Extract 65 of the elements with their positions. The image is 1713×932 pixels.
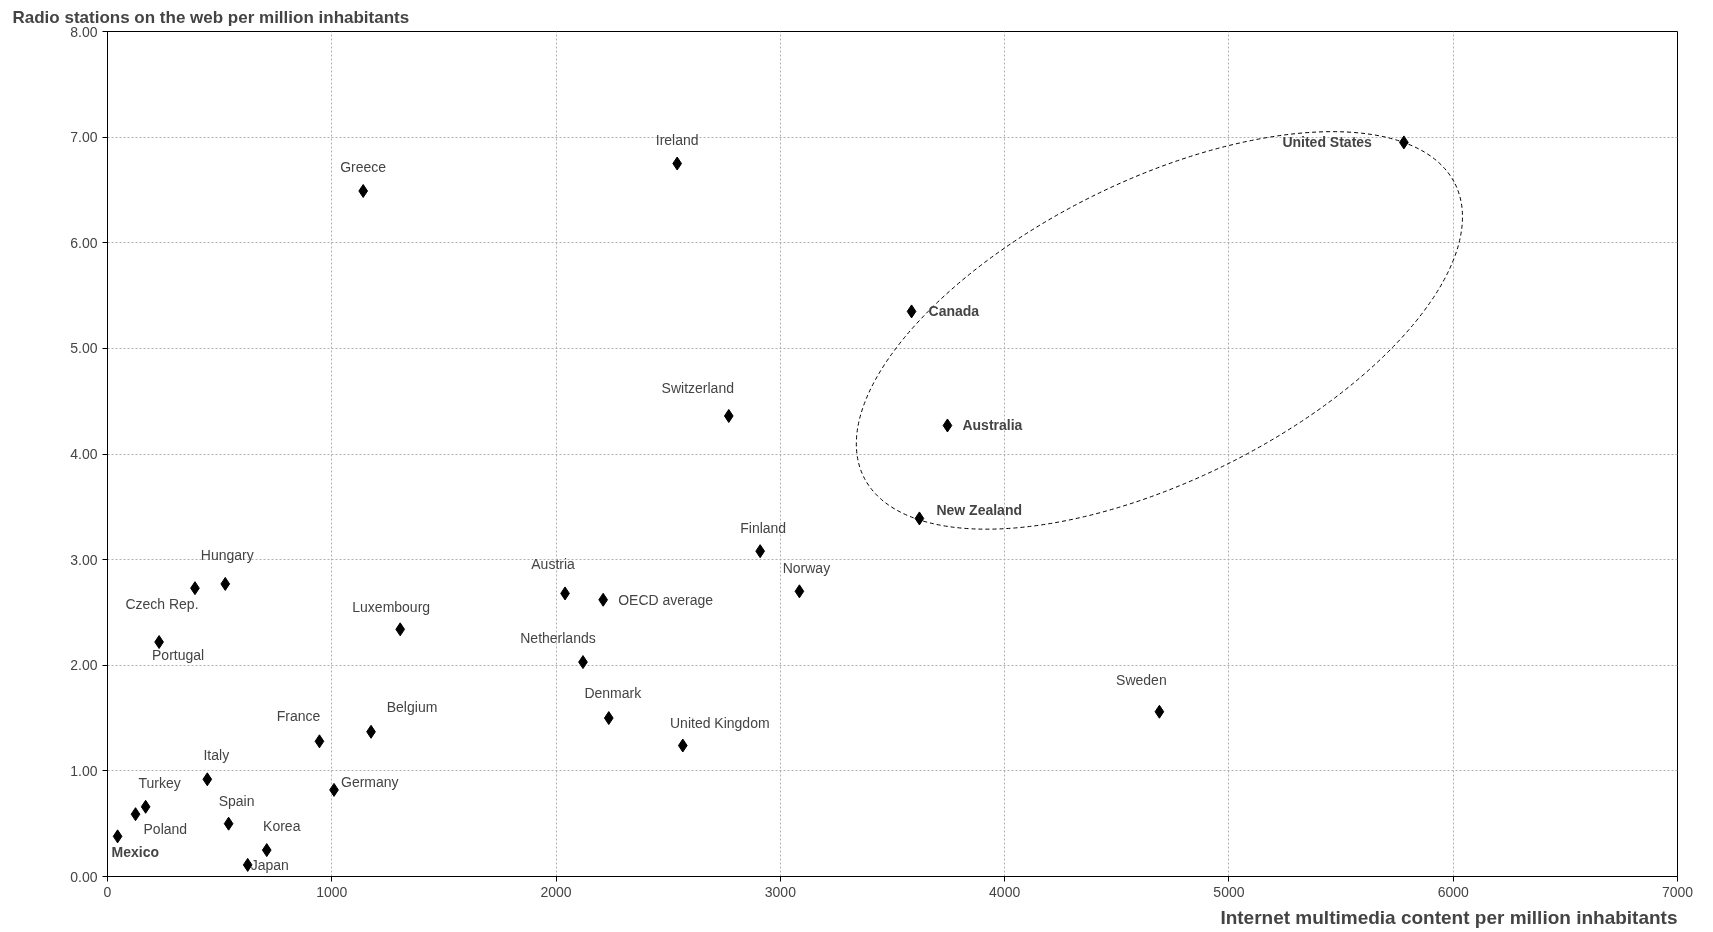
annotation: Denmark	[584, 685, 643, 702]
x-axis-title: Internet multimedia content per million inhabitants	[1220, 906, 1678, 928]
annotation: Korea	[263, 818, 301, 835]
y-tick-label: 7.00	[70, 129, 98, 146]
annotation: Luxembourg	[352, 599, 431, 616]
x-tick-label: 2000	[540, 883, 572, 900]
point	[603, 711, 614, 726]
y-tick-label: 6.00	[70, 234, 98, 251]
annotation: France	[276, 708, 321, 725]
annotation: Poland	[143, 821, 188, 838]
annotation: Spain	[218, 792, 255, 809]
annotation: Norway	[782, 560, 831, 577]
annotation: Hungary	[200, 546, 254, 563]
y-tick-label: 5.00	[70, 340, 98, 357]
annotation: OECD average	[618, 591, 714, 608]
point	[794, 584, 805, 599]
annotation: Switzerland	[661, 379, 734, 396]
y-tick-label: 0.00	[70, 868, 98, 885]
annotation: Sweden	[1116, 671, 1167, 688]
annotation: Mexico	[111, 844, 160, 861]
x-tick-label: 4000	[989, 883, 1021, 900]
x-tick-label: 7000	[1661, 883, 1694, 900]
point	[140, 799, 151, 814]
x-tick-label: 6000	[1437, 883, 1469, 900]
point	[906, 304, 917, 319]
point	[202, 772, 213, 787]
point	[314, 734, 325, 749]
annotation: United Kingdom	[669, 714, 770, 731]
point	[723, 408, 734, 423]
annotation: Canada	[928, 303, 980, 320]
point	[261, 843, 272, 858]
annotation: Austria	[531, 556, 576, 573]
y-tick-label: 3.00	[70, 551, 98, 568]
annotation: Czech Rep.	[125, 596, 199, 613]
annotation: Japan	[250, 856, 289, 873]
annotation: Netherlands	[520, 630, 596, 647]
annotation: New Zealand	[936, 502, 1023, 519]
point	[1154, 704, 1165, 719]
x-tick-label: 3000	[764, 883, 797, 900]
point	[130, 807, 141, 822]
x-tick-label: 1000	[316, 883, 348, 900]
annotation: Portugal	[152, 647, 205, 664]
point	[358, 183, 369, 198]
point	[395, 622, 406, 637]
annotation: Germany	[341, 773, 399, 790]
x-tick-label: 5000	[1213, 883, 1245, 900]
annotation: Greece	[340, 158, 387, 175]
point	[220, 576, 231, 591]
point	[112, 829, 123, 844]
point	[914, 511, 925, 526]
annotation: United States	[1282, 134, 1373, 151]
y-tick-label: 1.00	[70, 762, 98, 779]
point	[672, 156, 683, 171]
point	[942, 418, 953, 433]
x-tick-label: 0	[103, 883, 112, 900]
point	[223, 816, 234, 831]
annotation: Finland	[740, 520, 787, 537]
annotation: Australia	[962, 417, 1023, 434]
annotation: Ireland	[655, 131, 699, 148]
annotation: Italy	[203, 747, 230, 764]
annotation: Belgium	[386, 698, 438, 715]
y-tick-label: 4.00	[70, 446, 98, 462]
point	[677, 738, 688, 753]
y-tick-label: 2.00	[70, 657, 98, 674]
annotation: Turkey	[138, 774, 181, 791]
